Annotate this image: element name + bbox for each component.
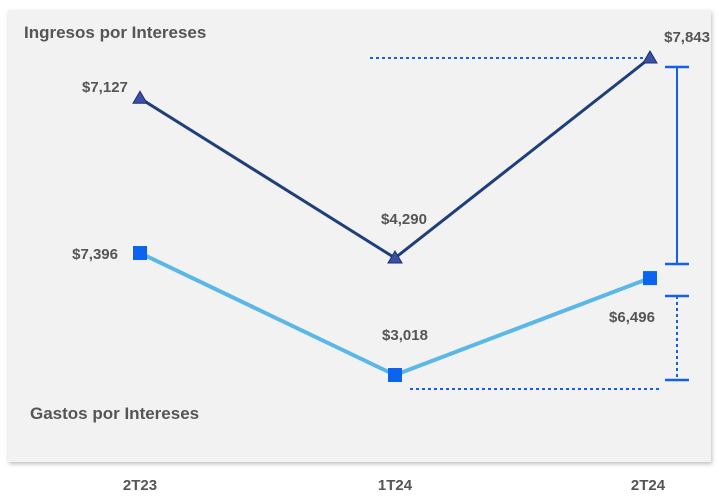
data-point-ingresos-2T24 [642, 50, 658, 64]
value-label-gastos-2T24: $6,496 [609, 309, 655, 326]
data-point-gastos-2T24 [643, 271, 657, 286]
value-label-gastos-2T23: $7,396 [72, 246, 118, 263]
x-tick-label-2T23: 2T23 [123, 477, 157, 494]
series-line-ingresos [139, 56, 651, 260]
series-name-gastos: Gastos por Intereses [30, 404, 199, 423]
data-point-gastos-2T23 [133, 246, 147, 260]
data-point-ingresos-1T24 [387, 250, 403, 264]
value-label-ingresos-2T24: $7,843 [664, 29, 710, 46]
series-name-ingresos: Ingresos por Intereses [24, 23, 206, 42]
series-line-gastos [139, 251, 651, 377]
data-point-ingresos-2T23 [132, 90, 148, 104]
x-tick-label-1T24: 1T24 [378, 477, 413, 494]
value-label-ingresos-1T24: $4,290 [381, 211, 427, 228]
data-point-gastos-1T24 [388, 368, 402, 382]
value-label-gastos-1T24: $3,018 [382, 327, 428, 344]
x-tick-label-2T24: 2T24 [631, 477, 666, 494]
value-label-ingresos-2T23: $7,127 [82, 79, 128, 96]
series-layer [132, 50, 658, 382]
annotation-brackets [370, 57, 689, 390]
